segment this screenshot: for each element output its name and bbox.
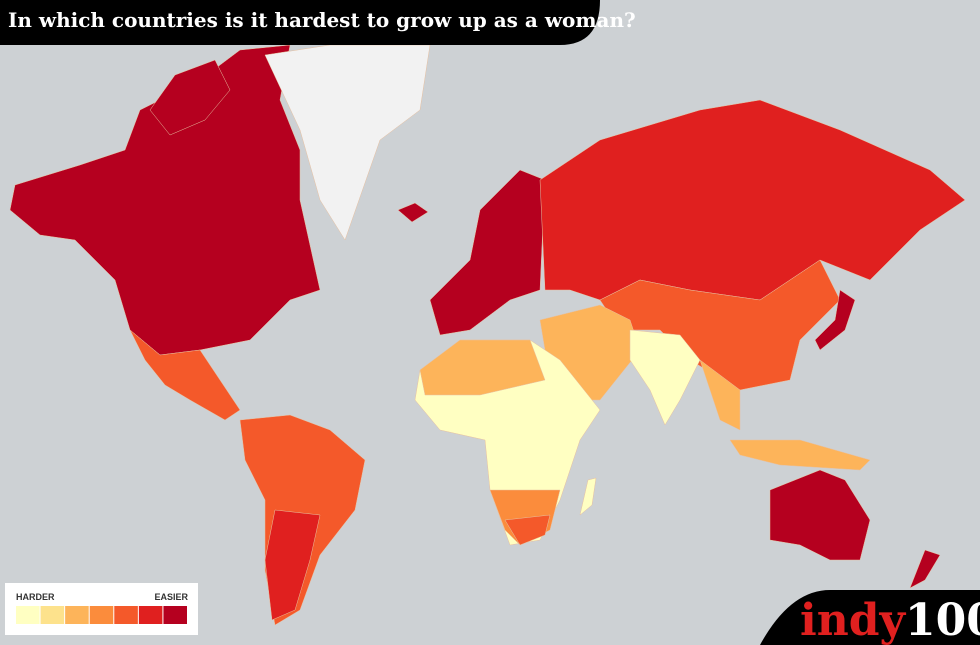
australia (769, 469, 871, 561)
legend-swatch (65, 606, 89, 624)
legend-swatches (16, 606, 187, 624)
logo-part: 100 (905, 595, 980, 645)
russia (539, 99, 966, 301)
indonesia (729, 439, 871, 471)
southeast-asia (699, 359, 741, 431)
logo: indy100 (800, 595, 980, 645)
central-america (129, 329, 241, 421)
legend-low-label: HARDER (16, 592, 55, 602)
madagascar (579, 477, 597, 516)
legend-swatch (40, 606, 65, 624)
legend-swatch (138, 606, 163, 624)
china-central-asia (599, 259, 841, 391)
title-box (0, 0, 600, 45)
japan (814, 289, 856, 351)
arctic-islands (149, 59, 231, 136)
title: In which countries is it hardest to grow… (8, 8, 636, 32)
legend-swatch (163, 606, 187, 624)
new-zealand (909, 549, 941, 589)
logo-box (760, 590, 980, 645)
north-africa (419, 339, 546, 396)
countries (9, 44, 966, 626)
southern-cone (264, 509, 321, 621)
legend-swatch (114, 606, 138, 624)
legend-swatch (16, 606, 40, 624)
south-africa (504, 514, 551, 546)
iceland (397, 202, 429, 223)
legend-high-label: EASIER (154, 592, 188, 602)
legend-swatch (89, 606, 114, 624)
logo-part: indy (800, 595, 906, 645)
india (629, 329, 701, 426)
